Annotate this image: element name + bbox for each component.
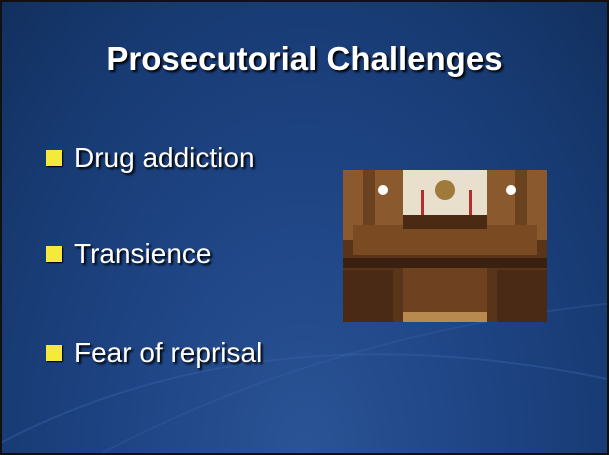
- bullet-text: Transience: [74, 238, 211, 270]
- bullet-item: Transience: [46, 234, 211, 274]
- bullet-text: Fear of reprisal: [74, 337, 262, 369]
- page: Prosecutorial Challenges Drug addiction …: [0, 0, 609, 455]
- bullet-item: Drug addiction: [46, 138, 255, 178]
- courtroom-photo: [343, 170, 547, 322]
- bullet-marker: [46, 150, 62, 166]
- slide-title: Prosecutorial Challenges: [2, 40, 607, 78]
- bullet-marker: [46, 345, 62, 361]
- bullet-item: Fear of reprisal: [46, 333, 262, 373]
- bullet-marker: [46, 246, 62, 262]
- bullet-text: Drug addiction: [74, 142, 255, 174]
- slide: Prosecutorial Challenges Drug addiction …: [0, 0, 609, 455]
